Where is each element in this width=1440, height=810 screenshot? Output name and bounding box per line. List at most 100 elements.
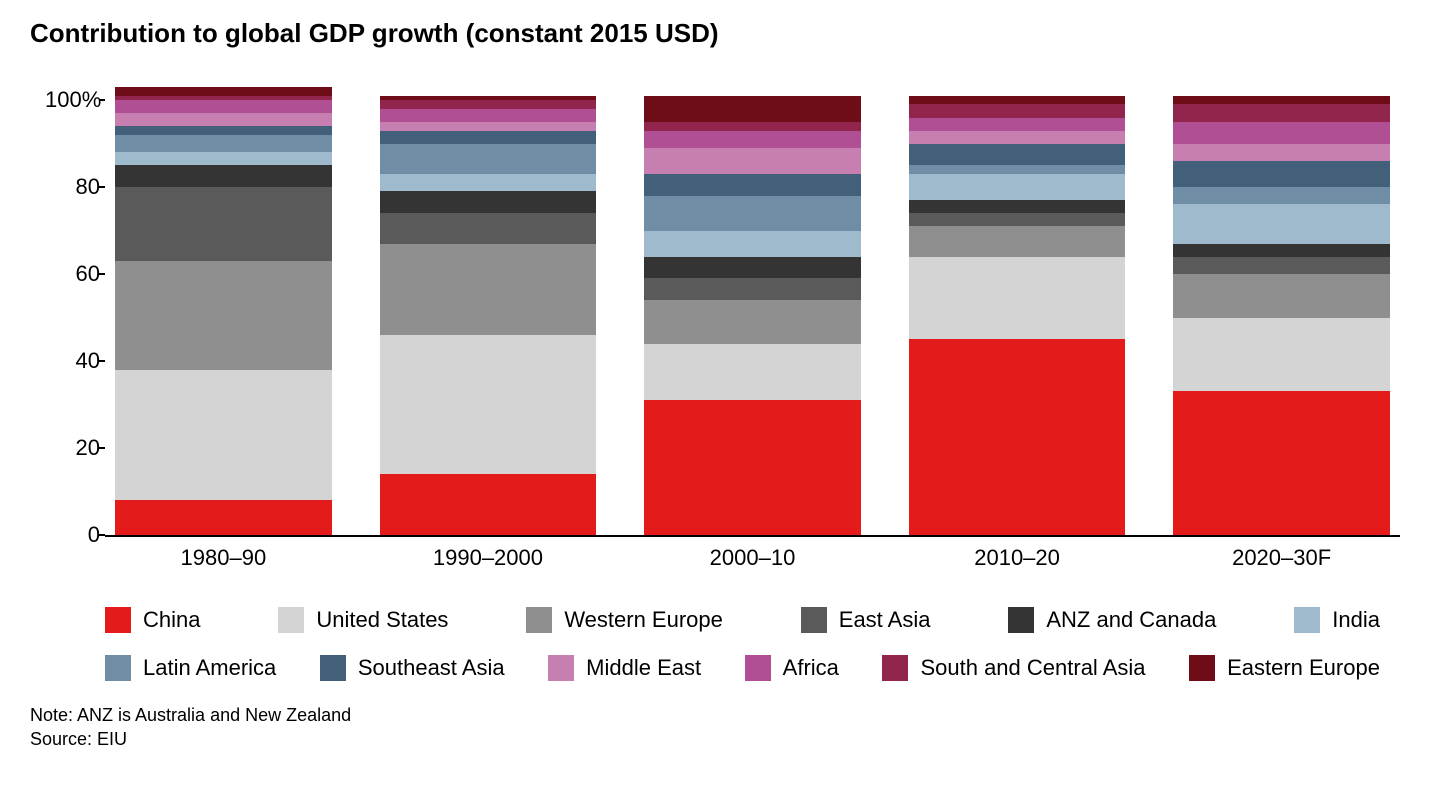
bar-segment-us [644, 344, 861, 401]
bar-segment-eeurope [644, 96, 861, 122]
bar-segment-latam [909, 165, 1126, 174]
legend-swatch [801, 607, 827, 633]
footnote-source: Source: EIU [30, 727, 1410, 751]
bar-segment-china [909, 339, 1126, 535]
bar-segment-seasia [644, 174, 861, 196]
bar-segment-india [1173, 204, 1390, 243]
bar-column [115, 87, 332, 535]
legend-label: United States [316, 607, 448, 633]
bar-segment-eeurope [1173, 96, 1390, 105]
legend-swatch [526, 607, 552, 633]
chart-container: Contribution to global GDP growth (const… [0, 0, 1440, 810]
bar-segment-africa [644, 131, 861, 148]
bar-segment-africa [115, 100, 332, 113]
legend-item-anz_canada: ANZ and Canada [1008, 607, 1216, 633]
chart-title: Contribution to global GDP growth (const… [30, 18, 1410, 49]
y-tick-mark [99, 360, 105, 362]
bar-segment-china [1173, 391, 1390, 535]
legend-item-seasia: Southeast Asia [320, 655, 505, 681]
bar-column [1173, 87, 1390, 535]
legend-item-us: United States [278, 607, 448, 633]
bar-segment-mideast [115, 113, 332, 126]
legend-row: Latin America Southeast Asia Middle East Af… [105, 655, 1380, 681]
legend-swatch [278, 607, 304, 633]
bar-segment-mideast [644, 148, 861, 174]
legend-swatch [105, 607, 131, 633]
bar-segment-eastasia [380, 213, 597, 243]
bar-segment-weurope [380, 244, 597, 335]
legend-label: South and Central Asia [920, 655, 1145, 681]
bar-segment-eeurope [909, 96, 1126, 105]
bar-segment-scasia [644, 122, 861, 131]
bar-segment-seasia [1173, 161, 1390, 187]
bar-segment-mideast [1173, 144, 1390, 161]
y-tick-mark [99, 534, 105, 536]
bar-segment-india [909, 174, 1126, 200]
legend-item-weurope: Western Europe [526, 607, 723, 633]
bar-segment-us [1173, 318, 1390, 392]
bar-segment-latam [115, 135, 332, 152]
legend-swatch [548, 655, 574, 681]
bar-segment-india [115, 152, 332, 165]
legend-swatch [1189, 655, 1215, 681]
bar-segment-mideast [380, 122, 597, 131]
legend-item-eastasia: East Asia [801, 607, 931, 633]
legend-label: Western Europe [564, 607, 723, 633]
bar-segment-eeurope [115, 87, 332, 96]
plot-area: 020406080100% [105, 87, 1400, 537]
bar-segment-scasia [1173, 104, 1390, 121]
bar-segment-mideast [909, 131, 1126, 144]
y-tick-mark [99, 447, 105, 449]
x-axis-label: 1990–2000 [380, 537, 597, 577]
bar-column [380, 87, 597, 535]
bar-segment-anz_canada [380, 191, 597, 213]
bar-segment-china [115, 500, 332, 535]
bar-column [909, 87, 1126, 535]
bar-segment-us [115, 370, 332, 500]
legend-row: China United States Western Europe East Asi… [105, 607, 1380, 633]
legend-label: China [143, 607, 200, 633]
bar-segment-africa [380, 109, 597, 122]
bar-segment-latam [644, 196, 861, 231]
bar-segment-latam [1173, 187, 1390, 204]
bar-segment-anz_canada [115, 165, 332, 187]
legend-label: Southeast Asia [358, 655, 505, 681]
bar-column [644, 87, 861, 535]
bar-segment-eastasia [909, 213, 1126, 226]
bar-segment-seasia [380, 131, 597, 144]
legend-item-mideast: Middle East [548, 655, 701, 681]
bar-segment-weurope [115, 261, 332, 370]
x-axis-label: 1980–90 [115, 537, 332, 577]
bar-segment-weurope [909, 226, 1126, 256]
bar-segment-china [380, 474, 597, 535]
bar-segment-eastasia [644, 278, 861, 300]
bar-segment-weurope [1173, 274, 1390, 317]
legend-label: India [1332, 607, 1380, 633]
footnotes: Note: ANZ is Australia and New Zealand S… [30, 703, 1410, 752]
x-axis-label: 2010–20 [909, 537, 1126, 577]
chart-area: 020406080100% 1980–901990–20002000–10201… [65, 77, 1400, 577]
y-tick-label: 20 [45, 435, 100, 461]
bar-segment-us [909, 257, 1126, 340]
bar-segment-anz_canada [909, 200, 1126, 213]
legend-swatch [1294, 607, 1320, 633]
bar-segment-anz_canada [644, 257, 861, 279]
y-tick-label: 80 [45, 174, 100, 200]
legend-swatch [320, 655, 346, 681]
bar-segment-africa [909, 118, 1126, 131]
y-tick-label: 60 [45, 261, 100, 287]
bar-segment-weurope [644, 300, 861, 343]
legend-swatch [882, 655, 908, 681]
bar-segment-india [644, 231, 861, 257]
y-tick-mark [99, 273, 105, 275]
legend-label: Latin America [143, 655, 276, 681]
legend-label: Africa [783, 655, 839, 681]
bar-segment-seasia [115, 126, 332, 135]
legend-item-africa: Africa [745, 655, 839, 681]
legend-label: East Asia [839, 607, 931, 633]
legend-swatch [1008, 607, 1034, 633]
legend: China United States Western Europe East Asi… [105, 607, 1380, 681]
bar-segment-scasia [909, 104, 1126, 117]
legend-label: ANZ and Canada [1046, 607, 1216, 633]
bar-segment-eastasia [115, 187, 332, 261]
